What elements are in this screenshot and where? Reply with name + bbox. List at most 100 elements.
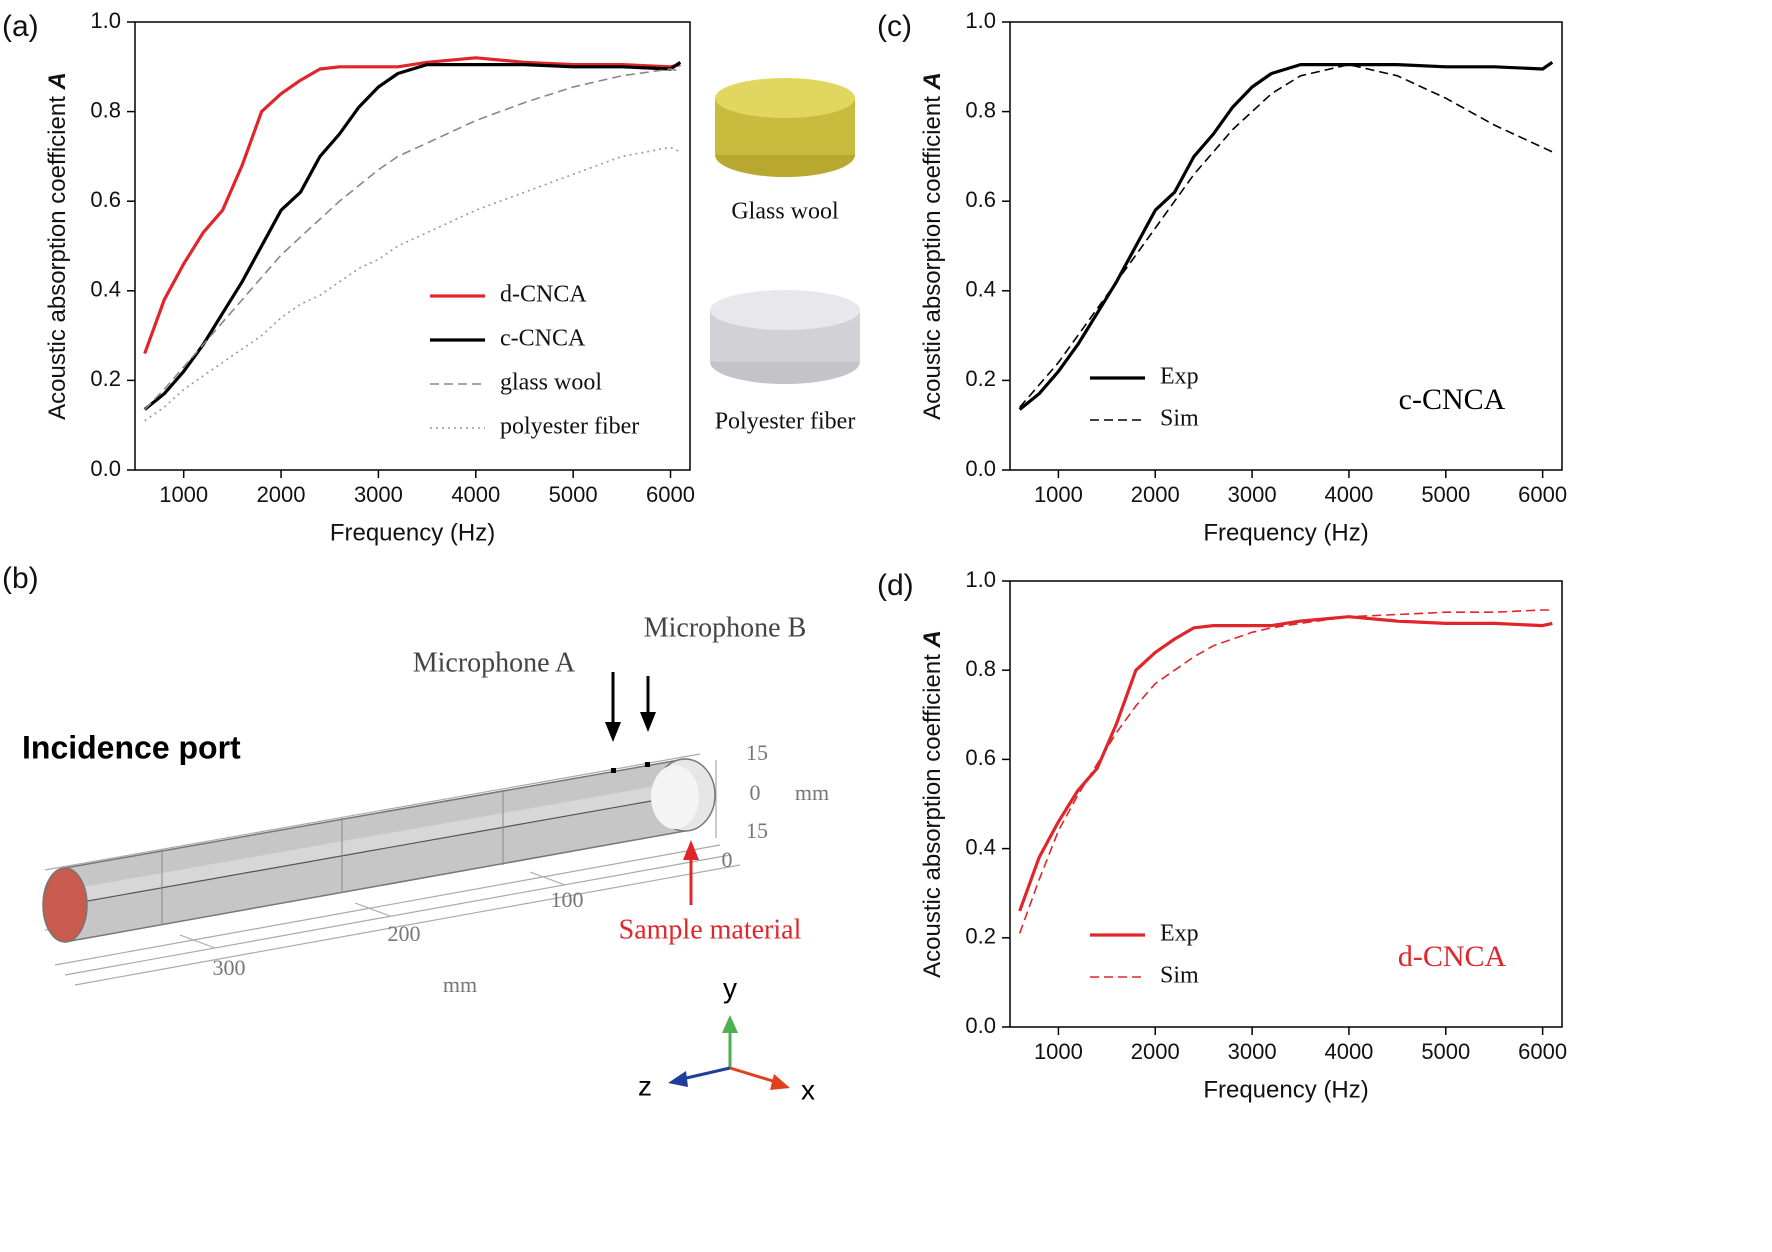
y-tick-label: 0.8 [965, 97, 996, 122]
x-axis-label: Frequency (Hz) [1203, 519, 1368, 546]
tube-diagram [42, 672, 790, 1090]
x-axis-label: Frequency (Hz) [330, 519, 495, 546]
diagram-label: 300 [213, 955, 246, 980]
x-tick-label: 1000 [159, 482, 208, 507]
diagram-label: 15 [746, 740, 768, 765]
x-axis-label: Frequency (Hz) [1203, 1076, 1368, 1103]
plot-frame [134, 21, 691, 471]
image-caption: Glass wool [731, 199, 839, 225]
diagram-label: 15 [746, 818, 768, 843]
x-tick-label: 3000 [1228, 482, 1277, 507]
x-tick-label: 2000 [1131, 1039, 1180, 1064]
y-axis-label-text: Acoustic absorption coefficient [919, 654, 946, 978]
plot-frame [1009, 21, 1563, 471]
y-tick-label: 0.6 [965, 745, 996, 770]
y-axis-label: Acoustic absorption coefficient A [44, 72, 71, 420]
x-tick-label: 6000 [646, 482, 695, 507]
polyester-photo [710, 290, 860, 384]
diagram-label: Incidence port [22, 729, 241, 765]
series-line [143, 60, 682, 411]
annotation: d-CNCA [1398, 940, 1507, 973]
legend-label: polyester fiber [500, 414, 639, 440]
y-tick-label: 1.0 [965, 8, 996, 33]
annotation: c-CNCA [1399, 383, 1506, 416]
y-axis-label-text: Acoustic absorption coefficient [44, 96, 71, 420]
panel-label: (d) [877, 569, 914, 602]
x-tick-label: 4000 [1324, 1039, 1373, 1064]
x-tick-label: 3000 [354, 482, 403, 507]
y-tick-label: 0.4 [965, 834, 996, 859]
series-line [1018, 609, 1553, 934]
diagram-label: mm [443, 972, 477, 997]
diagram-label: Microphone A [413, 647, 576, 678]
series-line [1018, 60, 1554, 411]
y-tick-label: 0.4 [90, 277, 121, 302]
legend-label: Sim [1160, 406, 1199, 432]
diagram-label: 0 [750, 780, 761, 805]
legend-label: Exp [1160, 364, 1199, 390]
y-axis-label-text: Acoustic absorption coefficient [919, 96, 946, 420]
y-axis-label: Acoustic absorption coefficient A [919, 72, 946, 420]
diagram-label: Microphone B [644, 612, 807, 643]
y-tick-label: 0.6 [90, 187, 121, 212]
y-tick-label: 0.8 [90, 97, 121, 122]
y-tick-label: 0.4 [965, 277, 996, 302]
y-tick-label: 0.0 [965, 456, 996, 481]
legend-label: c-CNCA [500, 326, 586, 352]
y-tick-label: 1.0 [90, 8, 121, 33]
y-tick-label: 0.0 [90, 456, 121, 481]
x-tick-label: 5000 [549, 482, 598, 507]
x-tick-label: 6000 [1518, 1039, 1567, 1064]
y-tick-label: 0.2 [965, 366, 996, 391]
x-tick-label: 5000 [1421, 482, 1470, 507]
panel-label: (c) [877, 10, 912, 43]
x-tick-label: 2000 [1131, 482, 1180, 507]
x-tick-label: 5000 [1421, 1039, 1470, 1064]
diagram-label: 200 [388, 921, 421, 946]
y-tick-label: 0.2 [90, 366, 121, 391]
plot-frame [1009, 580, 1563, 1028]
y-axis-symbol: A [919, 630, 946, 648]
series-line [1019, 63, 1553, 408]
diagram-label: x [801, 1074, 815, 1105]
x-tick-label: 6000 [1518, 482, 1567, 507]
y-axis-symbol: A [44, 72, 71, 90]
diagram-label: 100 [551, 887, 584, 912]
legend-label: Exp [1160, 921, 1199, 947]
series-line [1018, 615, 1553, 912]
x-tick-label: 4000 [451, 482, 500, 507]
legend-label: glass wool [500, 370, 602, 396]
chart: 0.0 0.2 0.4 0.6 0.8 1.0 1000 2000 3000 4000 5000 60… [2, 8, 855, 547]
y-tick-label: 0.0 [965, 1013, 996, 1038]
series-line [143, 56, 681, 355]
panel-label: (b) [2, 562, 39, 595]
diagram-label: Sample material [619, 914, 802, 945]
y-axis-symbol: A [919, 72, 946, 90]
panel-label: (a) [2, 10, 39, 43]
diagram-labels: (b) Microphone B Microphone A Incidence por… [2, 562, 829, 1105]
y-tick-label: 0.6 [965, 187, 996, 212]
legend-label: d-CNCA [500, 282, 587, 308]
image-caption: Polyester fiber [715, 409, 856, 435]
x-tick-label: 2000 [257, 482, 306, 507]
chart: 0.0 0.2 0.4 0.6 0.8 1.0 1000 2000 3000 4000 5000 60… [877, 8, 1567, 547]
diagram-label: 0 [722, 847, 733, 872]
x-tick-label: 1000 [1034, 1039, 1083, 1064]
diagram-label: mm [795, 780, 829, 805]
y-axis-label: Acoustic absorption coefficient A [919, 630, 946, 978]
diagram-label: z [638, 1070, 652, 1101]
y-tick-label: 1.0 [965, 567, 996, 592]
x-tick-label: 3000 [1228, 1039, 1277, 1064]
series-line [144, 68, 681, 411]
y-tick-label: 0.8 [965, 656, 996, 681]
diagram-label: y [723, 972, 737, 1003]
x-tick-label: 4000 [1324, 482, 1373, 507]
glass-wool-photo [715, 78, 855, 177]
y-tick-label: 0.2 [965, 924, 996, 949]
chart: 0.0 0.2 0.4 0.6 0.8 1.0 1000 2000 3000 4000 5000 60… [877, 567, 1567, 1104]
series-line [144, 146, 681, 422]
legend-label: Sim [1160, 963, 1199, 989]
